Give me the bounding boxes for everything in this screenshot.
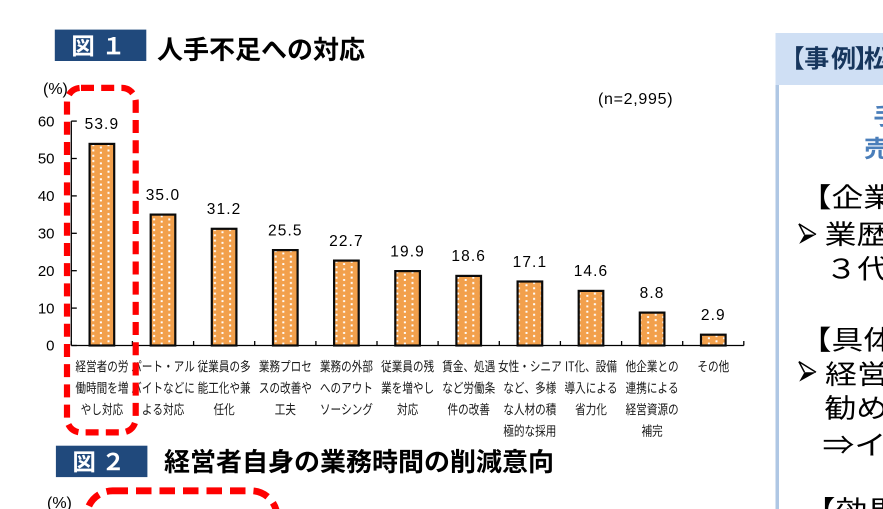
svg-text:10: 10	[38, 300, 55, 317]
svg-text:(n=2,995): (n=2,995)	[598, 91, 673, 108]
svg-text:31.2: 31.2	[207, 201, 242, 218]
svg-text:50: 50	[38, 151, 55, 168]
svg-text:25.5: 25.5	[268, 222, 303, 239]
svg-text:(%): (%)	[43, 81, 68, 98]
svg-text:30: 30	[38, 226, 55, 243]
svg-text:17.1: 17.1	[513, 254, 548, 271]
svg-text:22.7: 22.7	[329, 233, 364, 250]
svg-text:19.9: 19.9	[390, 243, 425, 260]
svg-text:20: 20	[38, 263, 55, 280]
svg-text:2.9: 2.9	[701, 307, 726, 324]
svg-text:60: 60	[38, 113, 55, 130]
svg-text:14.6: 14.6	[574, 263, 609, 280]
svg-text:35.0: 35.0	[146, 187, 181, 204]
svg-text:40: 40	[38, 188, 55, 205]
svg-text:8.8: 8.8	[640, 285, 665, 302]
svg-text:18.6: 18.6	[451, 248, 486, 265]
svg-text:53.9: 53.9	[85, 116, 120, 133]
svg-text:0: 0	[46, 338, 54, 355]
svg-text:(%): (%)	[47, 495, 72, 509]
